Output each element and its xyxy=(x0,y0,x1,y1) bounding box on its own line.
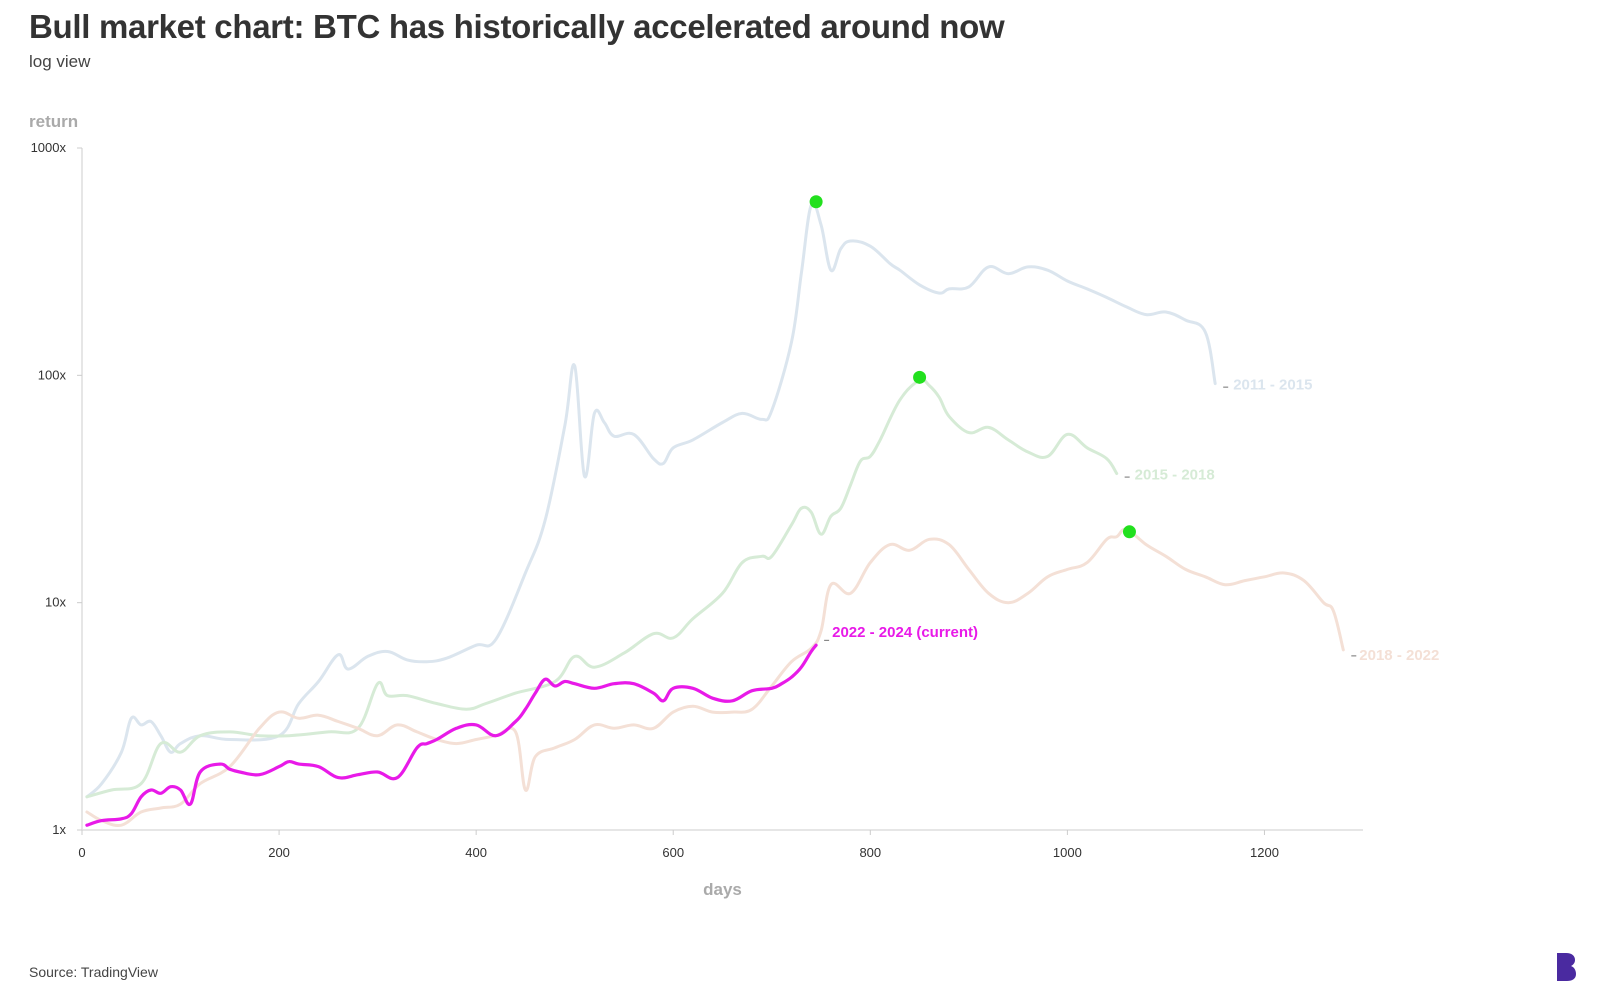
peak-marker xyxy=(1122,525,1136,539)
x-tick-label: 0 xyxy=(78,845,85,860)
chart-subtitle: log view xyxy=(29,52,91,71)
series-line-2015-2018 xyxy=(85,378,1119,799)
series-label-2015-2018: 2015 - 2018 xyxy=(1135,466,1215,483)
peak-marker xyxy=(809,195,823,209)
series-label-2018-2022: 2018 - 2022 xyxy=(1359,647,1439,664)
brand-b-logo-icon xyxy=(1557,953,1576,981)
y-tick-label: 1000x xyxy=(31,140,67,155)
y-tick-label: 100x xyxy=(38,367,67,382)
x-tick-label: 200 xyxy=(268,845,290,860)
x-tick-label: 400 xyxy=(465,845,487,860)
x-tick-label: 1000 xyxy=(1053,845,1082,860)
y-tick-label: 1x xyxy=(52,822,66,837)
x-axis-title: days xyxy=(703,880,742,899)
series-line-2022-2024-current xyxy=(85,643,818,827)
y-axis-title: return xyxy=(29,112,78,131)
series-label-2011-2015: 2011 - 2015 xyxy=(1233,377,1312,394)
series-line-2018-2022 xyxy=(85,527,1345,828)
x-tick-label: 1200 xyxy=(1250,845,1279,860)
chart-title: Bull market chart: BTC has historically … xyxy=(29,8,1005,45)
x-tick-label: 600 xyxy=(662,845,684,860)
peak-marker xyxy=(913,370,927,384)
x-tick-label: 800 xyxy=(859,845,881,860)
source-note: Source: TradingView xyxy=(29,964,158,980)
series-label-2022-2024-current: 2022 - 2024 (current) xyxy=(832,624,978,641)
series-line-2011-2015 xyxy=(85,201,1217,799)
y-tick-label: 10x xyxy=(45,595,66,610)
